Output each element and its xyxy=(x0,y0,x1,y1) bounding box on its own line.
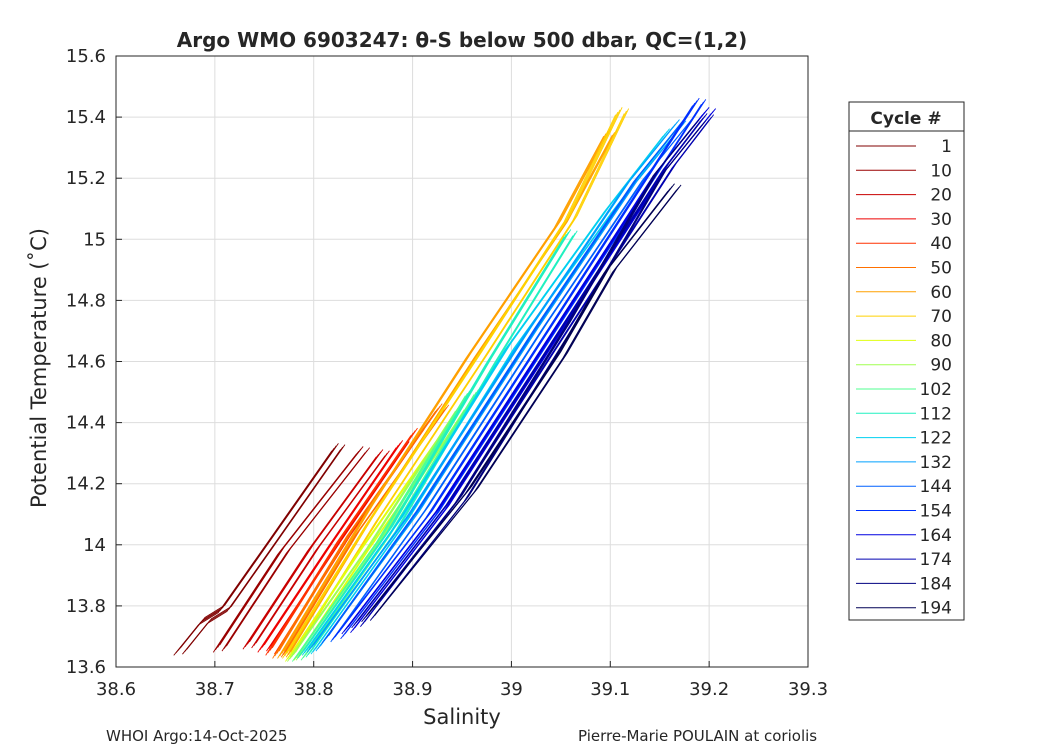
y-tick-label: 15.2 xyxy=(66,168,106,189)
footer-right: Pierre-Marie POULAIN at coriolis xyxy=(578,727,817,745)
y-tick-label: 14.2 xyxy=(66,474,106,495)
legend-label: 184 xyxy=(920,574,952,594)
y-tick-label: 13.6 xyxy=(66,657,106,678)
legend-label: 90 xyxy=(930,356,952,376)
profile-line xyxy=(283,128,611,652)
profile-line xyxy=(186,444,346,650)
profile-line xyxy=(290,113,625,658)
profile-line xyxy=(379,184,682,610)
x-tick-label: 38.7 xyxy=(195,679,235,700)
profile-line xyxy=(249,449,384,643)
profile-line xyxy=(179,443,339,649)
y-tick-label: 14.4 xyxy=(66,413,106,434)
legend: Cycle # 11020304050607080901021121221321… xyxy=(848,101,965,621)
profile-line xyxy=(338,97,700,634)
x-axis-label: Salinity xyxy=(423,705,501,729)
x-tick-label: 38.8 xyxy=(294,679,334,700)
series-cycle-102 xyxy=(291,388,479,662)
series-cycle-194 xyxy=(366,183,682,616)
x-tick-label: 38.6 xyxy=(96,679,136,700)
profile-line xyxy=(255,450,390,644)
legend-title: Cycle # xyxy=(870,109,941,129)
y-tick-label: 13.8 xyxy=(66,596,106,617)
y-tick-label: 14.8 xyxy=(66,290,106,311)
profile-line xyxy=(277,135,605,659)
x-tick-label: 39.1 xyxy=(590,679,630,700)
series-cycle-10 xyxy=(212,446,371,653)
series-cycle-1 xyxy=(173,443,346,656)
legend-label: 20 xyxy=(930,186,952,206)
legend-entries: 1 10 20 30 40 50 60 70 80 90 102 112 122 132 144 154 164… xyxy=(856,137,952,619)
x-tick-label: 39.3 xyxy=(788,679,828,700)
profile-line xyxy=(225,447,371,647)
profile-line xyxy=(282,114,617,659)
profile-line xyxy=(290,129,618,653)
series-cycle-144 xyxy=(321,113,697,644)
series-group xyxy=(173,97,717,662)
legend-label: 1 xyxy=(941,137,952,157)
series-cycle-154 xyxy=(331,97,707,641)
legend-label: 40 xyxy=(930,234,952,254)
profile-line xyxy=(288,107,623,652)
legend-label: 144 xyxy=(920,477,952,497)
profile-line xyxy=(303,229,572,652)
profile-line xyxy=(281,130,609,654)
profile-line xyxy=(286,109,621,654)
legend-label: 80 xyxy=(930,331,952,351)
profile-line xyxy=(271,427,418,649)
profile-line xyxy=(305,389,479,656)
y-axis-label: Potential Temperature (˚C) xyxy=(27,228,51,508)
x-tick-labels: 38.6 38.7 38.8 38.9 39 39.1 39.2 39.3 xyxy=(96,679,828,700)
legend-label: 132 xyxy=(920,453,952,473)
profile-line xyxy=(319,120,687,647)
profile-line xyxy=(219,446,364,646)
y-tick-label: 14.6 xyxy=(66,352,106,373)
legend-label: 112 xyxy=(920,404,952,424)
profile-line xyxy=(263,440,404,646)
legend-label: 60 xyxy=(930,283,952,303)
x-tick-label: 39 xyxy=(500,679,523,700)
legend-label: 154 xyxy=(920,502,952,522)
profile-line xyxy=(328,113,690,637)
profile-line xyxy=(284,112,619,657)
profile-line xyxy=(367,119,700,615)
chart-title: Argo WMO 6903247: θ-S below 500 dbar, QC… xyxy=(177,28,747,52)
footer-left: WHOI Argo:14-Oct-2025 xyxy=(106,727,287,745)
legend-box xyxy=(848,101,965,621)
y-tick-label: 15.6 xyxy=(66,46,106,67)
x-tick-label: 39.2 xyxy=(689,679,729,700)
profile-line xyxy=(279,133,607,657)
profile-line xyxy=(313,119,680,646)
legend-label: 164 xyxy=(920,526,952,546)
y-tick-label: 14 xyxy=(83,535,106,556)
legend-label: 70 xyxy=(930,307,952,327)
x-tick-label: 38.9 xyxy=(393,679,433,700)
legend-label: 50 xyxy=(930,259,952,279)
y-tick-label: 15.4 xyxy=(66,107,106,128)
profile-line xyxy=(357,113,708,621)
profile-line xyxy=(334,114,697,638)
legend-label: 194 xyxy=(920,599,952,619)
profile-line xyxy=(278,403,443,652)
legend-label: 10 xyxy=(930,161,952,181)
legend-label: 122 xyxy=(920,429,952,449)
profile-line xyxy=(372,183,675,609)
legend-label: 174 xyxy=(920,550,952,570)
series-cycle-20 xyxy=(242,449,390,650)
series-cycle-184 xyxy=(361,119,707,623)
y-tick-label: 15 xyxy=(83,229,106,250)
legend-label: 30 xyxy=(930,210,952,230)
legend-label: 102 xyxy=(920,380,952,400)
plot-frame xyxy=(115,55,809,668)
profile-line xyxy=(344,99,707,635)
y-tick-labels: 13.6 13.8 14 14.2 14.4 14.6 14.8 15 15.2 15.4 15.6 xyxy=(66,46,106,678)
